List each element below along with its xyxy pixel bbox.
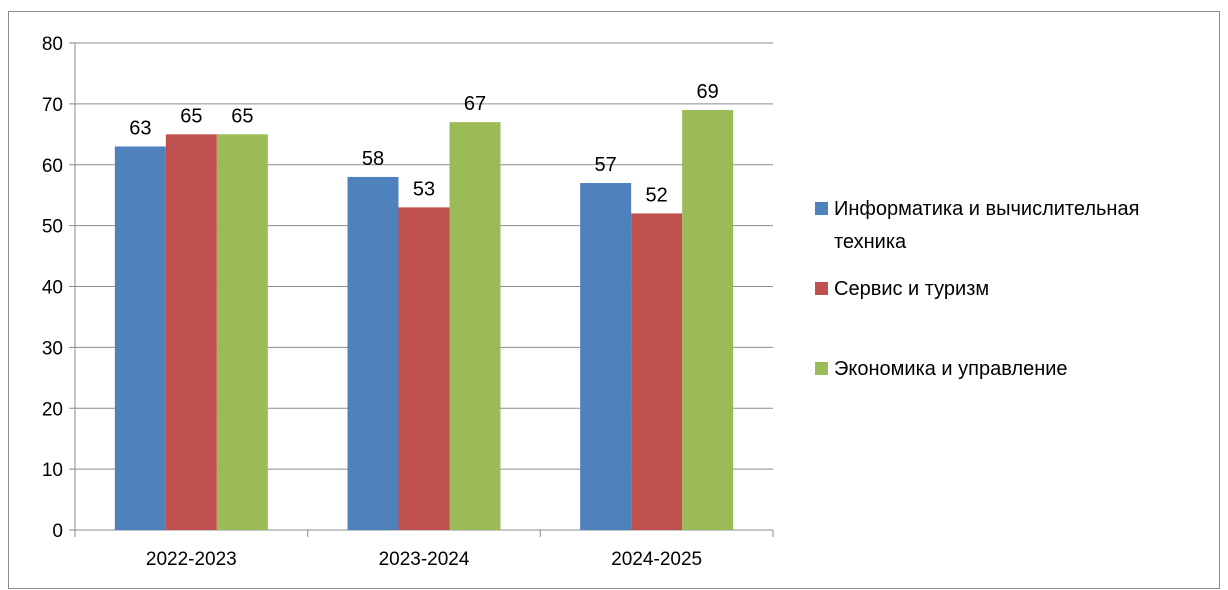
data-label: 69	[697, 81, 719, 103]
legend-label: Информатика и вычислительная	[834, 198, 1139, 220]
legend-label: Экономика и управление	[834, 358, 1068, 380]
data-label: 63	[129, 117, 151, 139]
y-tick-label: 10	[42, 460, 63, 481]
bar	[398, 207, 450, 531]
data-label: 58	[362, 148, 384, 170]
y-tick-label: 60	[42, 156, 63, 177]
bar	[449, 122, 501, 530]
data-label: 57	[595, 154, 617, 176]
legend-swatch	[815, 282, 828, 295]
bar	[165, 134, 217, 530]
data-label: 53	[413, 178, 435, 200]
legend-swatch	[815, 202, 828, 215]
x-tick-label: 2024-2025	[611, 549, 702, 570]
data-label: 52	[646, 184, 668, 206]
bar	[347, 176, 399, 531]
y-tick-label: 0	[52, 521, 63, 542]
y-tick-label: 40	[42, 278, 63, 299]
data-label: 65	[231, 105, 253, 127]
y-tick-label: 20	[42, 399, 63, 420]
y-tick-label: 50	[42, 217, 63, 238]
bar	[580, 183, 632, 530]
y-tick-label: 70	[42, 95, 63, 116]
data-label: 65	[180, 105, 202, 127]
x-tick-label: 2022-2023	[146, 549, 237, 570]
x-tick-label: 2023-2024	[379, 549, 470, 570]
y-tick-label: 30	[42, 338, 63, 359]
bar	[216, 134, 268, 530]
y-tick-label: 80	[42, 34, 63, 55]
data-label: 67	[464, 93, 486, 115]
legend-swatch	[815, 362, 828, 375]
bar	[631, 213, 683, 530]
bar	[682, 109, 734, 531]
legend-label: Сервис и туризм	[834, 278, 989, 300]
legend-label: техника	[834, 231, 907, 253]
bar	[114, 146, 166, 531]
